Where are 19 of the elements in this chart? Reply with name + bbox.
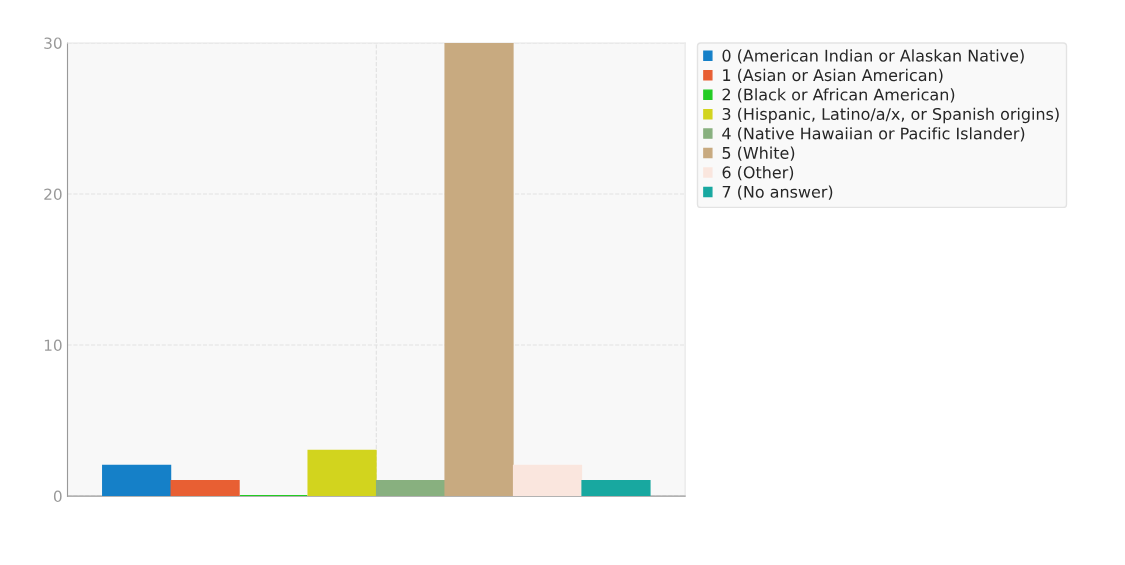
- bar: [444, 42, 514, 497]
- legend-label: 7 (No answer): [722, 185, 833, 200]
- bar: [512, 464, 583, 497]
- legend-label: 6 (Other): [722, 166, 794, 181]
- legend-label: 5 (White): [722, 146, 795, 161]
- legend-label: 3 (Hispanic, Latino/a/x, or Spanish origins): [722, 107, 1059, 124]
- bar: [102, 464, 172, 497]
- bar: [307, 449, 377, 497]
- bar: [581, 479, 651, 497]
- y-tick-label: 10: [44, 339, 62, 352]
- legend-label: 0 (American Indian or Alaskan Native): [722, 49, 1024, 64]
- legend-label: 4 (Native Hawaiian or Pacific Islander): [722, 127, 1025, 142]
- bar: [170, 479, 240, 497]
- legend-label: 1 (Asian or Asian American): [723, 68, 943, 84]
- y-tick-label: 0: [53, 490, 62, 503]
- y-tick-label: 30: [44, 37, 62, 49]
- legend-label: 2 (Black or African American): [722, 88, 955, 103]
- bar: [375, 479, 446, 497]
- y-tick-label: 20: [44, 188, 62, 200]
